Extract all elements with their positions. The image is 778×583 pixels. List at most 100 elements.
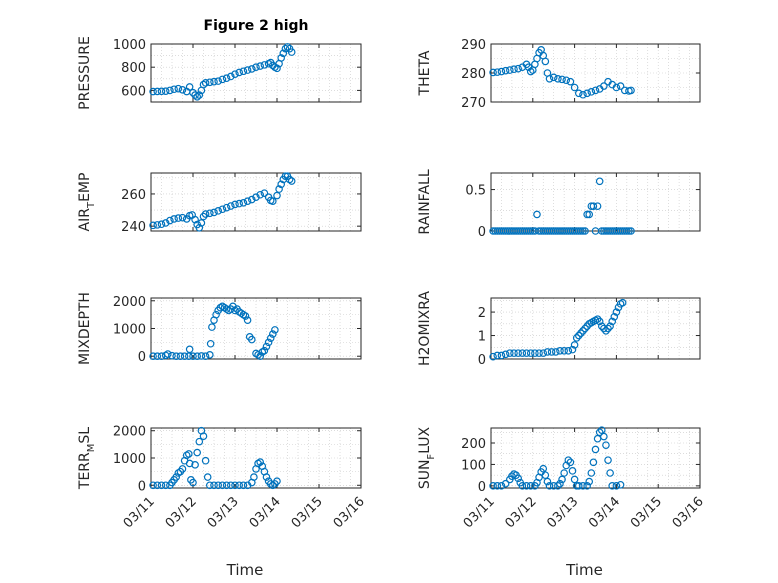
data-point <box>618 298 627 307</box>
data-point <box>533 210 541 219</box>
data-point <box>501 66 510 75</box>
data-point <box>191 215 199 224</box>
chart-title: Figure 2 high <box>204 18 309 34</box>
x-tick-label: 03/16 <box>670 494 707 531</box>
data-point <box>235 481 244 490</box>
y-axis-label: H2OMIXRA <box>417 291 433 366</box>
y-axis-label: THETA <box>417 50 433 96</box>
data-point <box>597 426 606 434</box>
x-tick-label: 03/13 <box>205 494 242 531</box>
y-tick-label: 280 <box>461 67 486 82</box>
data-point <box>514 349 522 357</box>
y-tick-label: 290 <box>461 38 486 53</box>
data-point <box>281 44 290 53</box>
data-point <box>277 54 286 62</box>
data-point <box>222 481 231 490</box>
x-tick-label: 03/11 <box>461 494 498 531</box>
data-point <box>604 324 612 333</box>
data-point <box>191 461 199 469</box>
data-point <box>185 83 194 91</box>
data-point <box>170 215 178 223</box>
data-point <box>176 352 185 361</box>
x-tick-label: 03/16 <box>331 494 368 531</box>
data-point <box>572 334 581 342</box>
data-point <box>545 75 554 83</box>
data-point <box>522 349 531 357</box>
data-point <box>595 428 604 437</box>
y-tick-label: 600 <box>121 84 146 99</box>
data-point <box>616 82 625 90</box>
data-point <box>149 481 157 490</box>
subplot-air_temp: 240 260 AIRTEMP <box>77 172 362 235</box>
data-point <box>195 91 204 99</box>
data-point <box>275 185 283 193</box>
data-point <box>589 202 598 210</box>
data-point <box>214 207 223 215</box>
data-point <box>560 469 568 477</box>
data-point <box>564 346 573 355</box>
data-point <box>243 316 252 324</box>
data-point <box>185 352 193 361</box>
data-point <box>591 445 600 454</box>
data-point <box>585 477 594 486</box>
data-point <box>568 467 577 475</box>
data-point <box>164 350 172 358</box>
data-point <box>203 473 212 481</box>
data-point <box>273 191 281 200</box>
data-point <box>574 331 583 340</box>
data-point <box>153 352 162 361</box>
y-tick-label: 1000 <box>113 38 146 53</box>
data-point <box>197 219 206 227</box>
data-point <box>201 352 210 361</box>
data-point <box>489 482 497 490</box>
data-point <box>579 482 587 490</box>
data-point <box>210 77 218 86</box>
data-point <box>285 175 294 184</box>
data-point <box>589 458 598 467</box>
data-point <box>501 350 510 359</box>
x-axis-label: Time <box>565 561 603 579</box>
data-point <box>543 477 552 486</box>
y-tick-label: 200 <box>461 437 486 452</box>
data-point <box>616 480 625 489</box>
y-axis-label: AIRTEMP <box>77 173 97 232</box>
data-point <box>568 345 577 354</box>
data-point <box>489 68 497 77</box>
data-point <box>612 482 621 490</box>
data-point <box>574 482 583 490</box>
data-point <box>168 351 176 360</box>
data-point <box>593 315 602 323</box>
y-tick-label: 2000 <box>113 425 146 440</box>
data-point <box>214 481 223 490</box>
data-point <box>243 66 252 74</box>
y-axis-label: MIXDEPTH <box>77 292 93 365</box>
data-point <box>231 481 239 490</box>
data-point <box>585 210 594 219</box>
data-point <box>547 348 556 356</box>
data-point <box>562 76 571 85</box>
data-point <box>518 349 527 357</box>
data-point <box>581 227 589 235</box>
x-tick-label: 03/14 <box>247 494 284 531</box>
data-point <box>262 473 271 481</box>
data-point <box>587 469 596 477</box>
data-point <box>539 349 548 357</box>
data-point <box>235 199 244 208</box>
data-point <box>266 334 275 343</box>
x-tick-label: 03/15 <box>289 494 326 531</box>
axes-frame <box>490 172 701 232</box>
data-point <box>606 469 614 477</box>
data-point <box>241 312 250 320</box>
data-point <box>256 190 265 199</box>
data-point <box>556 346 564 355</box>
y-tick-label: 270 <box>461 96 486 111</box>
data-point <box>212 310 220 319</box>
data-point <box>260 346 269 355</box>
data-point <box>262 342 271 351</box>
data-point <box>248 195 256 204</box>
data-point <box>612 308 621 316</box>
data-point <box>283 43 292 51</box>
data-point <box>206 351 214 359</box>
data-point <box>214 77 223 85</box>
data-point <box>174 84 183 93</box>
